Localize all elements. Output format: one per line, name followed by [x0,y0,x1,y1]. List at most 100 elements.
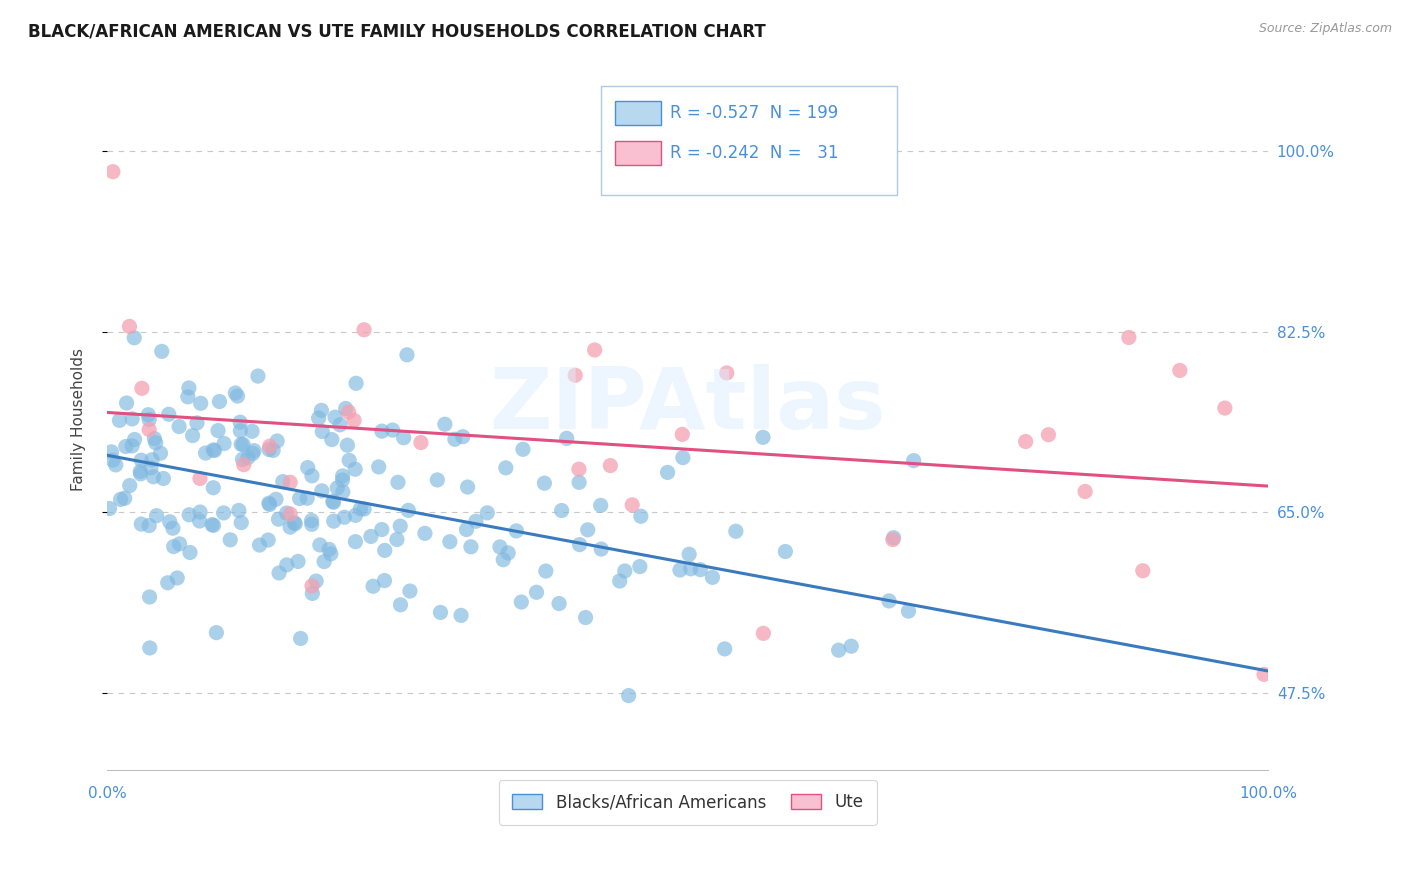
Point [336,438,359,452]
Point [118,319,141,334]
Text: R = -0.527  N = 199: R = -0.527 N = 199 [671,103,838,121]
Point [208,394,231,409]
Point [202,518,225,533]
Point [162,521,184,535]
Point [396,503,419,517]
Point [512,442,534,457]
Point [114,491,136,506]
Point [371,424,394,438]
Point [827,643,849,657]
Point [367,459,389,474]
Point [353,502,375,516]
Point [122,331,145,345]
Text: Source: ZipAtlas.com: Source: ZipAtlas.com [1258,22,1392,36]
Point [1168,363,1191,377]
Point [229,415,252,429]
Point [716,366,738,380]
Point [167,419,190,434]
Point [224,386,246,401]
Point [150,344,173,359]
Point [188,505,211,519]
Point [332,473,354,487]
Point [138,412,160,426]
Point [121,439,143,453]
Point [322,495,344,509]
Point [568,475,591,490]
Point [278,475,301,490]
Point [278,507,301,521]
Point [457,480,479,494]
Point [1132,564,1154,578]
Point [1038,427,1060,442]
Point [212,506,235,520]
Point [232,437,254,451]
Point [395,348,418,362]
Point [259,498,281,512]
Y-axis label: Family Households: Family Households [72,348,86,491]
Point [278,520,301,534]
Point [129,453,152,467]
Point [389,519,412,533]
Point [141,452,163,467]
Point [534,564,557,578]
Text: BLACK/AFRICAN AMERICAN VS UTE FAMILY HOUSEHOLDS CORRELATION CHART: BLACK/AFRICAN AMERICAN VS UTE FAMILY HOU… [28,22,766,40]
Point [883,531,905,545]
Point [679,562,702,576]
Point [669,563,692,577]
Point [361,579,384,593]
Point [630,509,652,524]
Point [526,585,548,599]
Point [264,492,287,507]
Point [101,164,124,178]
Point [1014,434,1036,449]
Point [314,555,336,569]
Point [240,425,263,439]
Point [329,417,352,432]
Point [110,492,132,507]
Point [337,405,360,419]
Point [318,542,340,557]
Point [115,396,138,410]
Point [332,484,354,499]
Point [374,543,396,558]
Point [387,475,409,490]
Point [444,432,467,446]
Point [568,538,591,552]
Point [138,518,160,533]
Point [752,430,775,444]
Point [591,542,613,557]
Legend: Blacks/African Americans, Ute: Blacks/African Americans, Ute [499,780,876,825]
Point [301,579,323,593]
Point [349,501,371,516]
Point [433,417,456,432]
Point [232,458,254,472]
Point [100,445,122,459]
Point [259,439,281,453]
Point [429,606,451,620]
Point [568,462,591,476]
Point [344,376,367,391]
Point [460,540,482,554]
Point [231,452,253,467]
Point [283,516,305,530]
Point [143,432,166,446]
Point [246,369,269,384]
Point [495,461,517,475]
Point [202,481,225,495]
Point [385,533,408,547]
Point [373,574,395,588]
Point [308,538,330,552]
Point [617,689,640,703]
Point [177,390,200,404]
Point [903,453,925,467]
Point [205,625,228,640]
Point [129,517,152,532]
Point [287,554,309,568]
Point [204,443,226,458]
Point [271,475,294,489]
Point [163,540,186,554]
Point [229,424,252,438]
Point [657,466,679,480]
Point [1074,484,1097,499]
Point [360,529,382,543]
